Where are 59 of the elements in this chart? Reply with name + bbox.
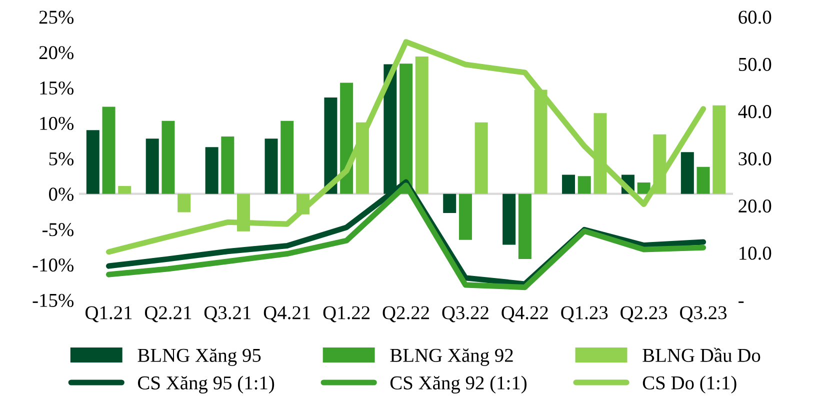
bar — [712, 105, 726, 194]
bar — [162, 120, 175, 194]
y2-tick-label: 30.0 — [738, 152, 772, 166]
legend-label: CS Xăng 95 (1:1) — [138, 376, 274, 394]
y-tick-label: 5% — [49, 152, 74, 166]
legend-label: CS Xăng 92 (1:1) — [390, 376, 527, 394]
y-tick-label: -5% — [42, 223, 74, 236]
bar — [458, 194, 472, 240]
bar — [578, 176, 591, 194]
y2-tick-label: 40.0 — [738, 105, 772, 118]
bar — [221, 136, 234, 194]
y-tick-label: 20% — [39, 46, 74, 60]
x-tick-label: Q2.21 — [144, 306, 192, 322]
bar — [86, 130, 100, 194]
y-tick-label: -10% — [32, 258, 74, 272]
y-tick-label: 10% — [40, 116, 74, 130]
y2-tick-label: 10.0 — [740, 246, 772, 260]
bar — [324, 98, 338, 194]
y-tick-label: 15% — [40, 81, 74, 95]
bar — [443, 194, 456, 213]
bar — [178, 194, 191, 212]
y-tick-label: 25% — [39, 10, 74, 24]
x-tick-label: Q3.23 — [680, 306, 727, 322]
bar — [534, 90, 548, 194]
bar — [146, 138, 159, 194]
bar — [594, 113, 607, 194]
y2-tick-label: - — [738, 301, 744, 303]
x-tick-label: Q1.23 — [561, 306, 608, 322]
x-tick-label: Q1.21 — [86, 306, 132, 322]
y2-tick-label: 50.0 — [738, 58, 772, 72]
bar — [696, 166, 710, 194]
bar — [502, 194, 516, 245]
bar — [264, 138, 278, 194]
y-tick-label: 0% — [49, 188, 74, 201]
y2-tick-label: 20.0 — [738, 199, 772, 213]
bar — [562, 174, 576, 194]
y-tick-label: -15% — [32, 294, 74, 308]
x-tick-label: Q4.21 — [264, 306, 310, 322]
bar — [518, 194, 532, 259]
x-tick-label: Q1.22 — [323, 306, 370, 322]
x-tick-label: Q3.21 — [204, 306, 251, 322]
legend-label: CS Do (1:1) — [642, 376, 736, 394]
bar — [415, 56, 428, 194]
bar — [280, 120, 294, 194]
bar — [637, 182, 650, 194]
bar — [474, 122, 488, 194]
x-tick-label: Q2.23 — [620, 306, 668, 322]
bar — [118, 186, 132, 194]
bar — [680, 152, 694, 194]
y2-tick-label: 60.0 — [738, 10, 772, 24]
x-tick-label: Q3.22 — [442, 306, 488, 322]
bar — [340, 82, 354, 194]
x-tick-label: Q2.22 — [382, 306, 429, 322]
legend-label: BLNG Xăng 95 — [138, 348, 261, 366]
legend-label: BLNG Dầu Do — [642, 348, 760, 362]
x-tick-label: Q4.22 — [502, 306, 548, 322]
legend-label: BLNG Xăng 92 — [390, 348, 513, 366]
bar — [205, 147, 218, 194]
bar — [102, 106, 116, 194]
